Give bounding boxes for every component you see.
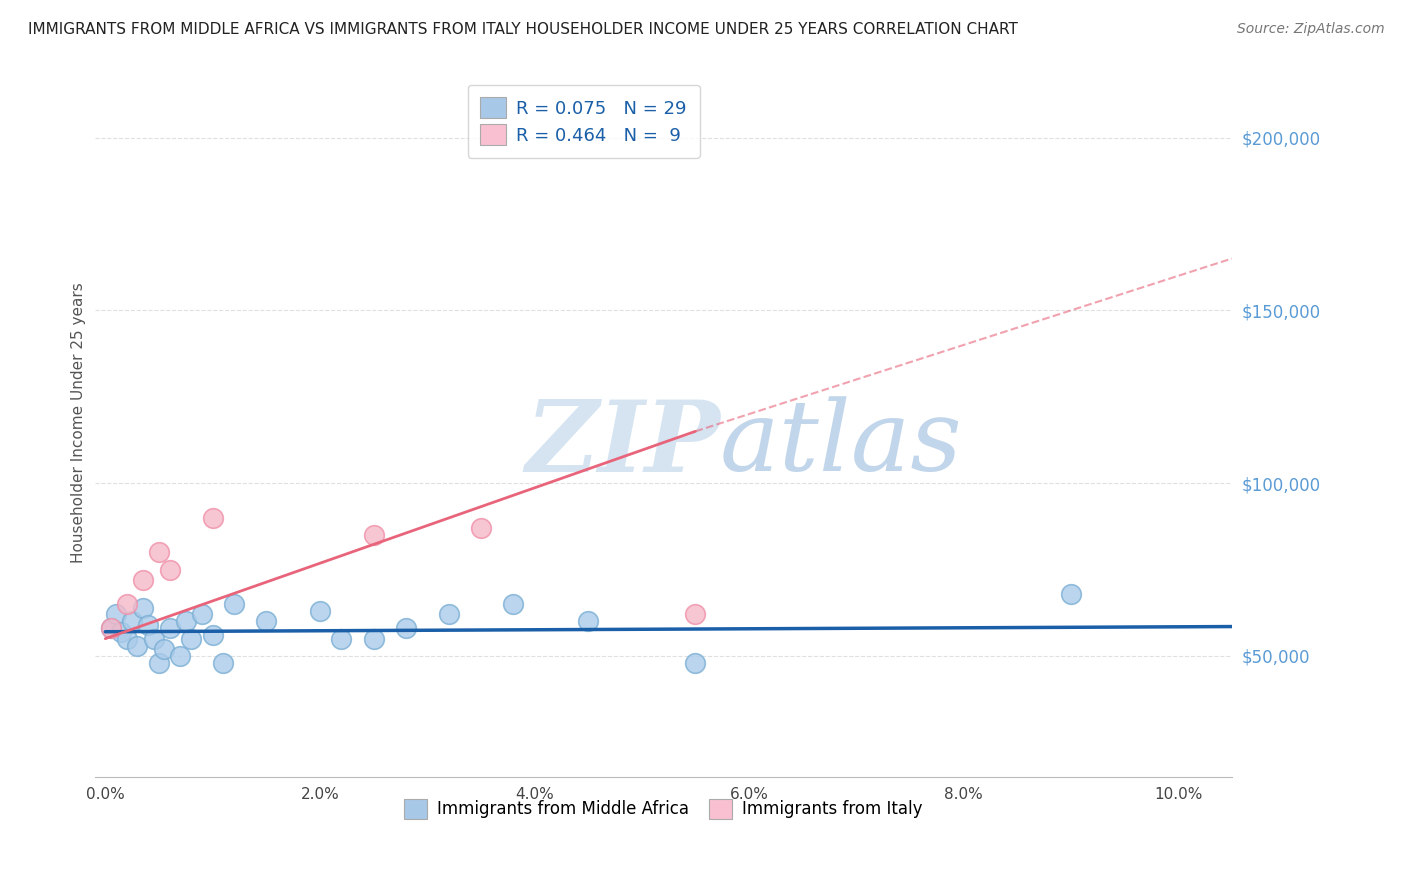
Point [121,615,143,629]
Point [222,597,245,611]
Point [159,621,181,635]
Point [100,621,122,635]
Point [363,528,385,542]
Point [212,656,235,670]
Point [127,639,149,653]
Text: ZIP: ZIP [524,396,720,492]
Point [159,563,181,577]
Point [100,621,122,635]
Point [174,615,197,629]
Text: Source: ZipAtlas.com: Source: ZipAtlas.com [1237,22,1385,37]
Y-axis label: Householder Income Under 25 years: Householder Income Under 25 years [72,283,86,563]
Point [115,632,138,646]
Point [1060,587,1083,601]
Point [169,648,191,663]
Point [148,545,170,559]
Text: atlas: atlas [720,396,963,491]
Point [153,642,176,657]
Point [110,624,132,639]
Point [685,607,707,622]
Point [395,621,418,635]
Point [363,632,385,646]
Point [136,617,159,632]
Point [502,597,524,611]
Point [105,607,128,622]
Point [330,632,353,646]
Point [142,632,165,646]
Point [115,597,138,611]
Point [576,615,599,629]
Point [470,521,492,535]
Text: IMMIGRANTS FROM MIDDLE AFRICA VS IMMIGRANTS FROM ITALY HOUSEHOLDER INCOME UNDER : IMMIGRANTS FROM MIDDLE AFRICA VS IMMIGRA… [28,22,1018,37]
Point [201,628,224,642]
Point [180,632,202,646]
Point [309,604,332,618]
Point [685,656,707,670]
Point [191,607,214,622]
Legend: Immigrants from Middle Africa, Immigrants from Italy: Immigrants from Middle Africa, Immigrant… [396,793,929,825]
Point [201,510,224,524]
Point [132,573,155,587]
Point [254,615,277,629]
Point [437,607,460,622]
Point [132,600,155,615]
Point [148,656,170,670]
